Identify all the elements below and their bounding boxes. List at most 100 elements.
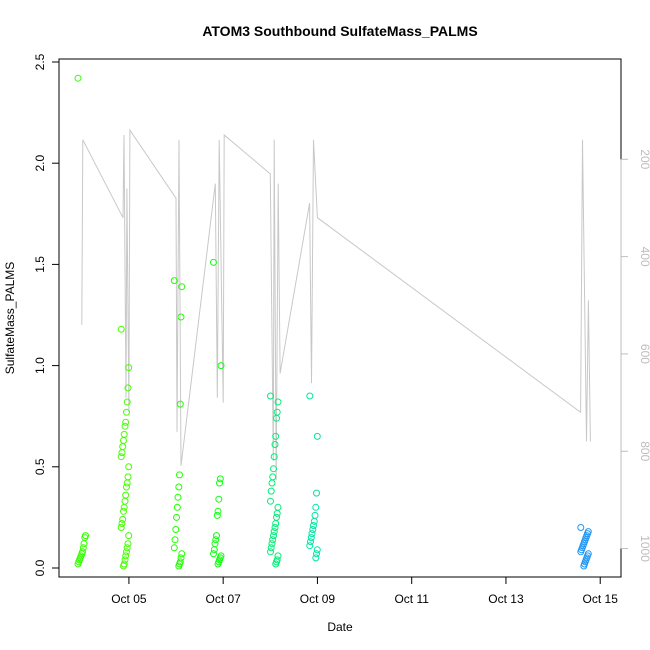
data-point bbox=[74, 560, 82, 568]
data-point bbox=[270, 532, 277, 540]
plot-frame bbox=[58, 58, 622, 578]
data-point bbox=[270, 465, 277, 473]
x-axis: Oct 05 Oct 07 Oct 09 Oct 11 Oct 13 Oct 15 bbox=[111, 576, 619, 606]
data-point bbox=[274, 398, 282, 406]
data-point bbox=[270, 528, 278, 536]
y-tick-label: 2.5 bbox=[33, 53, 47, 70]
data-point bbox=[121, 556, 129, 564]
data-point bbox=[170, 544, 178, 552]
data-point bbox=[271, 524, 279, 531]
data-point bbox=[267, 487, 275, 495]
data-point bbox=[313, 489, 320, 497]
data-point bbox=[120, 503, 128, 511]
y-axis-right: 200 400 600 800 1000 bbox=[620, 149, 650, 562]
y-tick-label: 0.5 bbox=[33, 458, 47, 475]
data-point bbox=[210, 258, 217, 266]
data-point bbox=[273, 513, 280, 521]
data-point bbox=[122, 552, 130, 560]
data-point bbox=[577, 524, 585, 531]
data-point bbox=[273, 408, 281, 416]
data-point bbox=[175, 483, 183, 491]
data-point bbox=[215, 495, 223, 503]
data-point bbox=[267, 497, 274, 505]
data-point bbox=[268, 540, 276, 548]
y-tick-label: 0.0 bbox=[33, 559, 47, 576]
y-axis-label: SulfateMass_PALMS bbox=[3, 262, 17, 375]
data-point bbox=[80, 540, 88, 548]
data-point bbox=[312, 554, 320, 562]
y-tick-label: 1.0 bbox=[33, 357, 47, 374]
data-point bbox=[267, 392, 274, 400]
x-tick-label: Oct 15 bbox=[583, 592, 619, 606]
data-point bbox=[272, 432, 280, 440]
data-point bbox=[308, 530, 316, 538]
data-point bbox=[310, 522, 317, 529]
data-point bbox=[123, 408, 130, 416]
data-point bbox=[124, 384, 132, 392]
data-point bbox=[120, 430, 128, 438]
data-point bbox=[212, 536, 220, 544]
data-point bbox=[118, 520, 126, 527]
data-point bbox=[117, 453, 125, 461]
y-tick-label: 2.0 bbox=[33, 155, 47, 172]
data-point bbox=[307, 534, 315, 542]
data-point bbox=[272, 520, 280, 527]
data-point bbox=[117, 325, 125, 333]
data-point bbox=[311, 511, 319, 519]
data-point bbox=[125, 364, 133, 372]
data-point bbox=[272, 560, 280, 568]
x-tick-label: Oct 13 bbox=[488, 592, 524, 606]
data-point bbox=[269, 536, 277, 544]
data-point bbox=[213, 532, 220, 540]
data-point bbox=[170, 277, 178, 285]
data-point bbox=[124, 540, 132, 548]
data-point bbox=[580, 562, 588, 570]
data-point bbox=[210, 546, 218, 554]
y-axis: 0.0 0.5 1.0 1.5 2.0 2.5 bbox=[33, 53, 60, 576]
y-right-tick-label: 1000 bbox=[638, 535, 650, 562]
data-point bbox=[177, 313, 185, 321]
data-point bbox=[120, 562, 127, 570]
y-right-tick-label: 400 bbox=[638, 247, 650, 267]
data-point bbox=[269, 473, 277, 481]
data-point bbox=[120, 437, 127, 444]
data-point bbox=[273, 414, 280, 422]
data-point bbox=[171, 536, 179, 544]
data-point bbox=[176, 471, 183, 479]
data-point bbox=[307, 538, 314, 546]
data-point bbox=[267, 544, 275, 552]
y-right-tick-label: 600 bbox=[638, 344, 650, 364]
data-point bbox=[313, 432, 321, 440]
y-right-tick-label: 800 bbox=[638, 441, 650, 461]
data-point bbox=[214, 560, 222, 568]
data-point bbox=[123, 398, 131, 406]
x-tick-label: Oct 11 bbox=[394, 592, 429, 606]
data-point bbox=[217, 362, 225, 370]
data-point bbox=[267, 548, 274, 556]
data-point bbox=[271, 441, 279, 448]
x-tick-label: Oct 07 bbox=[205, 592, 241, 606]
y-tick-label: 1.5 bbox=[33, 256, 47, 273]
data-point bbox=[121, 422, 129, 430]
data-point bbox=[174, 493, 182, 501]
data-point bbox=[313, 550, 320, 558]
data-point bbox=[123, 483, 130, 491]
data-point bbox=[273, 509, 281, 517]
data-point bbox=[214, 507, 222, 515]
data-points bbox=[74, 74, 592, 570]
data-point bbox=[211, 540, 219, 548]
data-point bbox=[210, 550, 217, 558]
altitude-line bbox=[81, 128, 591, 481]
data-point bbox=[213, 511, 221, 519]
data-point bbox=[178, 550, 186, 558]
data-point bbox=[173, 513, 180, 521]
data-point bbox=[119, 443, 127, 451]
data-point bbox=[74, 74, 82, 82]
data-point bbox=[125, 532, 133, 540]
y-right-tick-label: 200 bbox=[638, 149, 650, 169]
data-point bbox=[313, 546, 321, 554]
data-point bbox=[123, 479, 131, 487]
data-point bbox=[175, 562, 183, 570]
data-point bbox=[274, 503, 282, 511]
